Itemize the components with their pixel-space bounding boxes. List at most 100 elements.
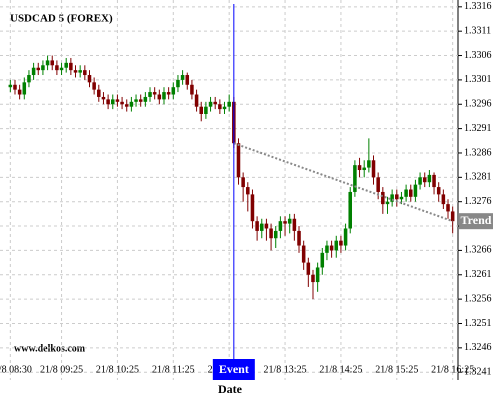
- candle-body: [110, 99, 115, 105]
- candle-body: [273, 230, 278, 239]
- x-axis-label: Date: [218, 382, 243, 396]
- candle-body: [306, 262, 311, 275]
- x-tick-label: 21/8 08:30: [0, 364, 32, 375]
- candle-body: [152, 92, 157, 95]
- candle-body: [399, 196, 404, 200]
- candle-body: [241, 177, 245, 188]
- candle-body: [55, 65, 59, 71]
- candle-body: [78, 70, 82, 73]
- trend-line: [233, 142, 454, 223]
- candle-body: [325, 245, 329, 253]
- candle-body: [8, 84, 13, 88]
- candle-body: [166, 92, 171, 95]
- watermark: www.delkos.com: [14, 343, 86, 354]
- candle-body: [180, 75, 185, 80]
- candle-body: [353, 165, 357, 192]
- candle-body: [50, 60, 55, 66]
- candle-body: [83, 70, 87, 76]
- candle-body: [436, 187, 441, 195]
- candle-body: [227, 101, 231, 107]
- candle-body: [413, 184, 418, 197]
- candle-body: [115, 99, 120, 102]
- candle-body: [278, 221, 283, 231]
- candle-body: [176, 79, 180, 88]
- candle-body: [381, 191, 385, 205]
- candle-body: [41, 65, 45, 71]
- candle-body: [450, 211, 455, 222]
- candle-body: [269, 228, 273, 239]
- candle-body: [162, 92, 166, 100]
- y-tick-label: 1.3241: [464, 367, 492, 378]
- event-label: Event: [219, 362, 249, 376]
- candle-body: [320, 252, 325, 268]
- candle-body: [218, 104, 222, 110]
- candle-body: [301, 245, 306, 263]
- candle-body: [13, 84, 17, 90]
- candle-body: [69, 62, 73, 71]
- candle-body: [199, 106, 204, 114]
- candle-body: [120, 101, 124, 105]
- x-tick-label: 21/8 11:25: [152, 364, 195, 375]
- y-tick-label: 1.3246: [464, 342, 492, 353]
- candle-body: [213, 101, 217, 105]
- candle-body: [27, 75, 31, 83]
- candle-body: [446, 204, 450, 212]
- candle-body: [297, 230, 301, 246]
- trend-label: Trend: [461, 213, 492, 227]
- candle-body: [236, 143, 241, 178]
- candle-body: [246, 187, 250, 195]
- candle-body: [422, 177, 427, 183]
- x-tick-label: 21/8 16:25: [431, 364, 474, 375]
- x-tick-label: 21/8 14:25: [319, 364, 362, 375]
- candle-body: [432, 174, 436, 188]
- candle-body: [376, 177, 380, 192]
- candle-body: [73, 70, 78, 73]
- candle-body: [315, 267, 320, 283]
- candle-body: [138, 99, 143, 102]
- x-tick-label: 21/8 10:25: [96, 364, 139, 375]
- candle-body: [287, 218, 292, 224]
- candle-body: [185, 75, 190, 85]
- candle-body: [339, 240, 343, 246]
- candle-body: [283, 221, 287, 224]
- y-tick-label: 1.3281: [464, 172, 492, 183]
- candle-body: [259, 223, 264, 231]
- candle-body: [348, 191, 353, 229]
- y-tick-label: 1.3306: [464, 50, 492, 61]
- trend-tag: [459, 213, 493, 230]
- candle-body: [59, 67, 64, 71]
- candle-body: [64, 62, 68, 68]
- candle-body: [362, 167, 366, 171]
- y-tick-label: 1.3266: [464, 245, 492, 256]
- candle-body: [311, 274, 315, 283]
- y-tick-label: 1.3296: [464, 99, 492, 110]
- candle-body: [124, 104, 129, 107]
- candle-body: [204, 106, 208, 114]
- candle-body: [190, 84, 194, 95]
- candle-body: [31, 67, 36, 76]
- candle-body: [329, 245, 334, 251]
- candle-body: [97, 89, 101, 97]
- candle-body: [143, 96, 148, 102]
- candle-body: [441, 194, 446, 205]
- y-tick-label: 1.3291: [464, 123, 492, 134]
- x-tick-label: 21/8 15:25: [375, 364, 418, 375]
- candle-body: [255, 221, 259, 231]
- y-tick-label: 1.3286: [464, 147, 492, 158]
- candle-body: [87, 75, 92, 83]
- candle-body: [250, 194, 255, 222]
- candle-body: [101, 96, 106, 100]
- candle-body: [427, 174, 432, 183]
- candle-body: [129, 101, 134, 107]
- candle-body: [404, 189, 408, 197]
- candle-body: [92, 82, 96, 90]
- y-tick-label: 1.3251: [464, 318, 492, 329]
- candle-body: [418, 177, 422, 185]
- candle-body: [17, 89, 22, 95]
- candle-body: [371, 160, 376, 178]
- y-tick-label: 1.3311: [464, 25, 491, 36]
- candle-body: [148, 92, 152, 97]
- candle-body: [157, 94, 162, 100]
- y-tick-label: 1.3276: [464, 196, 492, 207]
